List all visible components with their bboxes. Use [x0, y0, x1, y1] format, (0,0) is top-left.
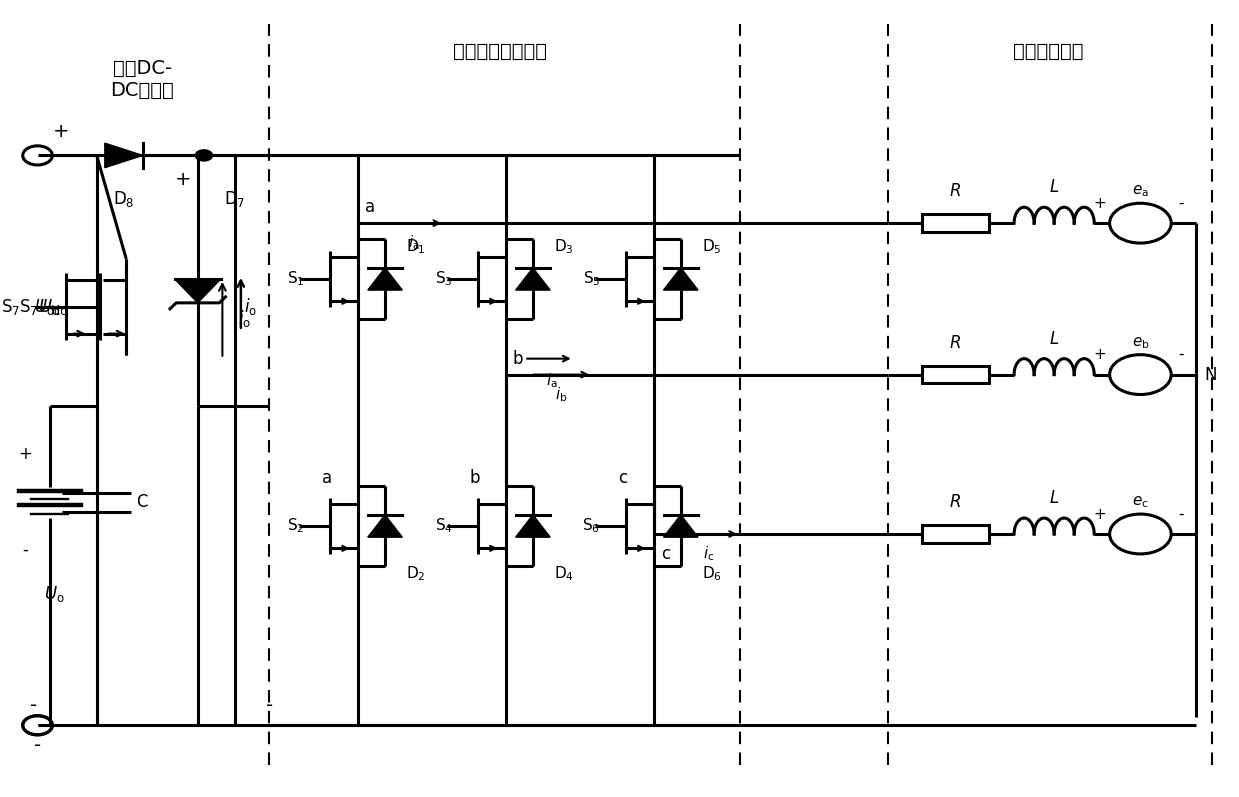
Text: $i_\mathrm{o}$: $i_\mathrm{o}$: [244, 296, 258, 317]
Text: R: R: [950, 334, 961, 351]
Text: D$_2$: D$_2$: [406, 564, 426, 583]
Text: L: L: [1049, 489, 1059, 507]
Polygon shape: [515, 268, 550, 290]
Text: S$_7$: S$_7$: [20, 296, 38, 317]
Text: S$_4$: S$_4$: [435, 516, 452, 536]
Text: S$_7$: S$_7$: [1, 296, 20, 317]
Text: -: -: [22, 541, 28, 559]
Polygon shape: [368, 515, 403, 537]
Text: $i_\mathrm{o}$: $i_\mathrm{o}$: [238, 308, 252, 329]
Text: -: -: [1178, 196, 1183, 210]
Text: D$_3$: D$_3$: [554, 238, 574, 257]
Text: +: +: [1093, 347, 1106, 362]
Text: S$_5$: S$_5$: [582, 269, 600, 289]
Polygon shape: [368, 268, 403, 290]
Text: D$_7$: D$_7$: [224, 189, 245, 210]
Text: L: L: [1049, 179, 1059, 196]
Polygon shape: [664, 515, 698, 537]
Text: a: a: [322, 469, 332, 487]
Text: S$_6$: S$_6$: [582, 516, 601, 536]
Text: $U_\mathrm{dc}$: $U_\mathrm{dc}$: [33, 296, 61, 317]
Text: +: +: [1093, 196, 1106, 210]
Text: 无感DC-
DC变换器: 无感DC- DC变换器: [110, 59, 175, 100]
Text: D$_1$: D$_1$: [406, 238, 426, 257]
Text: b: b: [470, 469, 481, 487]
Text: c: c: [618, 469, 627, 487]
Text: -: -: [30, 696, 37, 715]
Polygon shape: [664, 268, 698, 290]
Text: +: +: [53, 122, 69, 141]
Text: N: N: [1204, 366, 1217, 383]
Text: D$_8$: D$_8$: [113, 189, 135, 210]
Polygon shape: [515, 515, 550, 537]
Text: $U_\mathrm{o}$: $U_\mathrm{o}$: [45, 583, 66, 604]
Polygon shape: [105, 143, 142, 167]
Text: S$_2$: S$_2$: [287, 516, 305, 536]
Text: D$_6$: D$_6$: [701, 564, 721, 583]
Text: $e_\mathrm{a}$: $e_\mathrm{a}$: [1132, 183, 1149, 199]
Text: $e_\mathrm{c}$: $e_\mathrm{c}$: [1132, 494, 1149, 510]
Text: $i_\mathrm{c}$: $i_\mathrm{c}$: [704, 544, 715, 563]
Text: R: R: [950, 493, 961, 511]
Text: S$_1$: S$_1$: [287, 269, 305, 289]
Text: c: c: [662, 545, 670, 563]
Text: +: +: [175, 170, 191, 189]
Polygon shape: [175, 279, 221, 303]
Text: $i_\mathrm{b}$: $i_\mathrm{b}$: [555, 385, 567, 404]
Text: C: C: [136, 493, 147, 511]
Text: -: -: [33, 736, 41, 755]
Text: +: +: [19, 446, 32, 463]
Text: $i_\mathrm{a}$: $i_\mathrm{a}$: [408, 234, 419, 253]
Text: b: b: [513, 350, 523, 367]
Text: -: -: [1178, 347, 1183, 362]
Text: $e_\mathrm{b}$: $e_\mathrm{b}$: [1131, 335, 1150, 351]
Text: -: -: [265, 696, 273, 715]
Text: D$_5$: D$_5$: [701, 238, 721, 257]
Text: 三相电压源逆变器: 三相电压源逆变器: [452, 42, 546, 61]
Text: D$_4$: D$_4$: [554, 564, 574, 583]
Text: L: L: [1049, 330, 1059, 347]
Text: R: R: [950, 183, 961, 200]
Text: 无刷直流电机: 无刷直流电机: [1012, 42, 1083, 61]
Text: $i_\mathrm{a}$: $i_\mathrm{a}$: [545, 371, 558, 391]
Text: -: -: [1178, 507, 1183, 521]
Text: S$_3$: S$_3$: [435, 269, 452, 289]
Circle shape: [196, 150, 213, 161]
Text: +: +: [1093, 507, 1106, 521]
Text: a: a: [366, 198, 375, 216]
Text: $U_\mathrm{dc}$: $U_\mathrm{dc}$: [37, 296, 67, 317]
